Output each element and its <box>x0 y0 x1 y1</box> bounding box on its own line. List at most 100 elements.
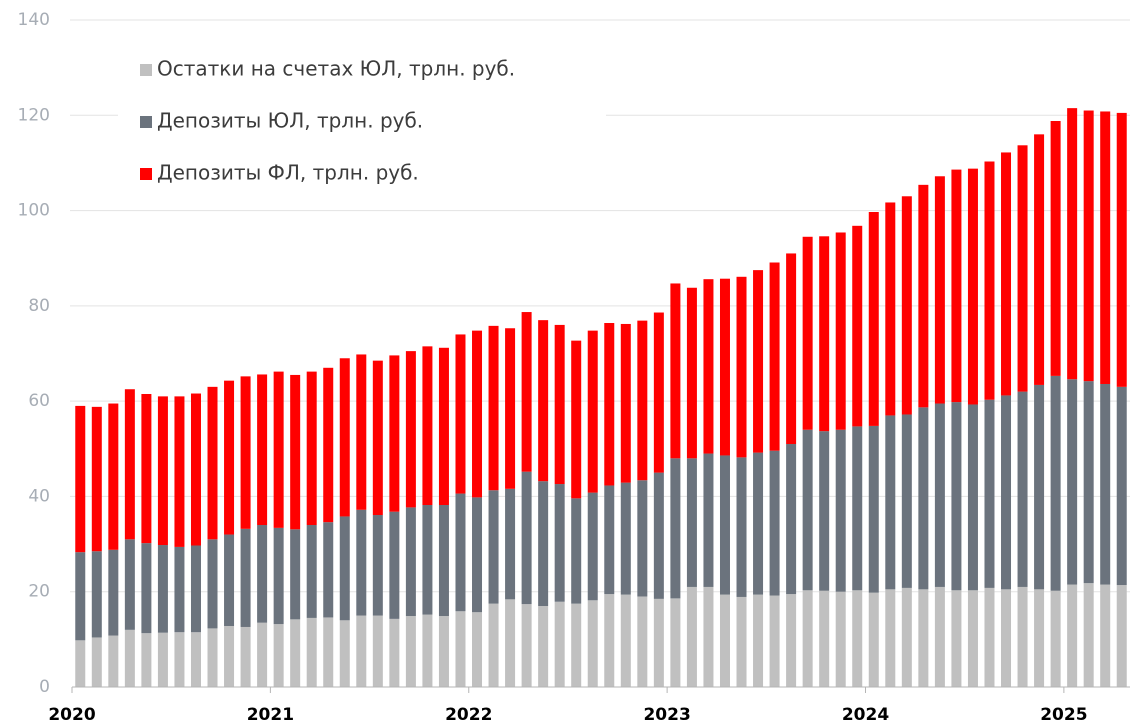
bar-segment <box>257 525 268 623</box>
bar-segment <box>1067 108 1078 380</box>
bar-segment <box>967 168 978 405</box>
bar-segment <box>1050 375 1061 591</box>
bar-segment <box>356 615 367 687</box>
bar-segment <box>306 617 317 687</box>
bar-segment <box>422 505 433 615</box>
bar-segment <box>786 594 797 687</box>
bar-segment <box>819 590 830 687</box>
bar-segment <box>323 367 334 523</box>
bar-segment <box>174 546 185 633</box>
bar-segment <box>620 323 631 483</box>
bar-segment <box>604 323 615 486</box>
bar-segment <box>438 616 449 687</box>
bar-segment <box>240 626 251 687</box>
bar-segment <box>934 586 945 687</box>
bar-segment <box>653 472 664 599</box>
bar-segment <box>703 586 714 687</box>
bar-segment <box>323 522 334 618</box>
bar-segment <box>389 618 400 687</box>
legend-background <box>118 42 606 202</box>
bar-segment <box>984 399 995 588</box>
bar-segment <box>967 590 978 687</box>
y-tick-label: 100 <box>18 201 50 221</box>
bar-segment <box>901 196 912 415</box>
bar-segment <box>157 632 168 687</box>
bar-segment <box>637 596 648 687</box>
bar-segment <box>1034 589 1045 687</box>
bar-segment <box>868 592 879 687</box>
bar-segment <box>124 629 135 687</box>
bar-segment <box>1083 110 1094 382</box>
bar-segment <box>290 529 301 620</box>
bar-segment <box>405 351 416 508</box>
bar-segment <box>405 616 416 687</box>
bar-segment <box>753 594 764 687</box>
bar-segment <box>819 236 830 432</box>
bar-segment <box>455 493 466 612</box>
bar-segment <box>736 596 747 687</box>
bar-segment <box>1017 586 1028 687</box>
bar-segment <box>505 599 516 687</box>
bar-segment <box>488 490 499 604</box>
bar-segment <box>1001 152 1012 396</box>
bar-segment <box>538 320 549 482</box>
y-tick-label: 120 <box>18 105 50 125</box>
bar-segment <box>273 371 284 528</box>
bar-segment <box>91 406 102 552</box>
x-tick-label: 2021 <box>247 705 294 725</box>
bar-segment <box>901 587 912 687</box>
bar-segment <box>75 640 86 687</box>
bar-segment <box>835 429 846 592</box>
bar-segment <box>1017 391 1028 587</box>
x-tick-label: 2023 <box>643 705 690 725</box>
y-tick-label: 140 <box>18 10 50 30</box>
bar-segment <box>422 346 433 506</box>
bar-segment <box>91 551 102 638</box>
x-tick-label: 2020 <box>48 705 95 725</box>
bar-segment <box>852 426 863 591</box>
y-tick-label: 40 <box>28 486 50 506</box>
bar-segment <box>438 505 449 617</box>
bar-segment <box>703 453 714 587</box>
bar-segment <box>670 598 681 687</box>
bar-segment <box>75 552 86 641</box>
bar-segment <box>422 614 433 687</box>
bar-segment <box>290 374 301 530</box>
bar-segment <box>472 612 483 687</box>
y-tick-label: 0 <box>39 677 50 697</box>
bar-segment <box>984 161 995 400</box>
bar-segment <box>637 320 648 481</box>
bar-segment <box>1001 395 1012 590</box>
bar-segment <box>885 202 896 416</box>
bar-segment <box>455 611 466 687</box>
legend-label: Остатки на счетах ЮЛ, трлн. руб. <box>157 57 515 81</box>
bar-segment <box>786 253 797 445</box>
bar-segment <box>505 328 516 489</box>
bar-segment <box>753 452 764 595</box>
bar-segment <box>587 492 598 601</box>
bar-segment <box>1100 111 1111 384</box>
bar-segment <box>587 600 598 687</box>
bar-segment <box>1001 589 1012 687</box>
bar-segment <box>339 358 350 517</box>
bar-segment <box>240 528 251 627</box>
bar-segment <box>1083 381 1094 584</box>
bar-segment <box>405 507 416 617</box>
bar-segment <box>372 615 383 687</box>
bar-segment <box>951 402 962 591</box>
bar-segment <box>306 371 317 526</box>
y-tick-label: 60 <box>28 391 50 411</box>
bar-segment <box>207 386 218 540</box>
bar-segment <box>323 617 334 687</box>
bar-segment <box>472 330 483 498</box>
bar-segment <box>868 212 879 426</box>
bar-segment <box>835 232 846 430</box>
bar-segment <box>852 225 863 427</box>
bar-segment <box>604 594 615 687</box>
bar-segment <box>686 586 697 687</box>
bar-segment <box>389 355 400 512</box>
bar-segment <box>108 403 119 550</box>
bar-segment <box>273 527 284 625</box>
bar-segment <box>719 455 730 595</box>
legend-label: Депозиты ЮЛ, трлн. руб. <box>157 109 423 133</box>
